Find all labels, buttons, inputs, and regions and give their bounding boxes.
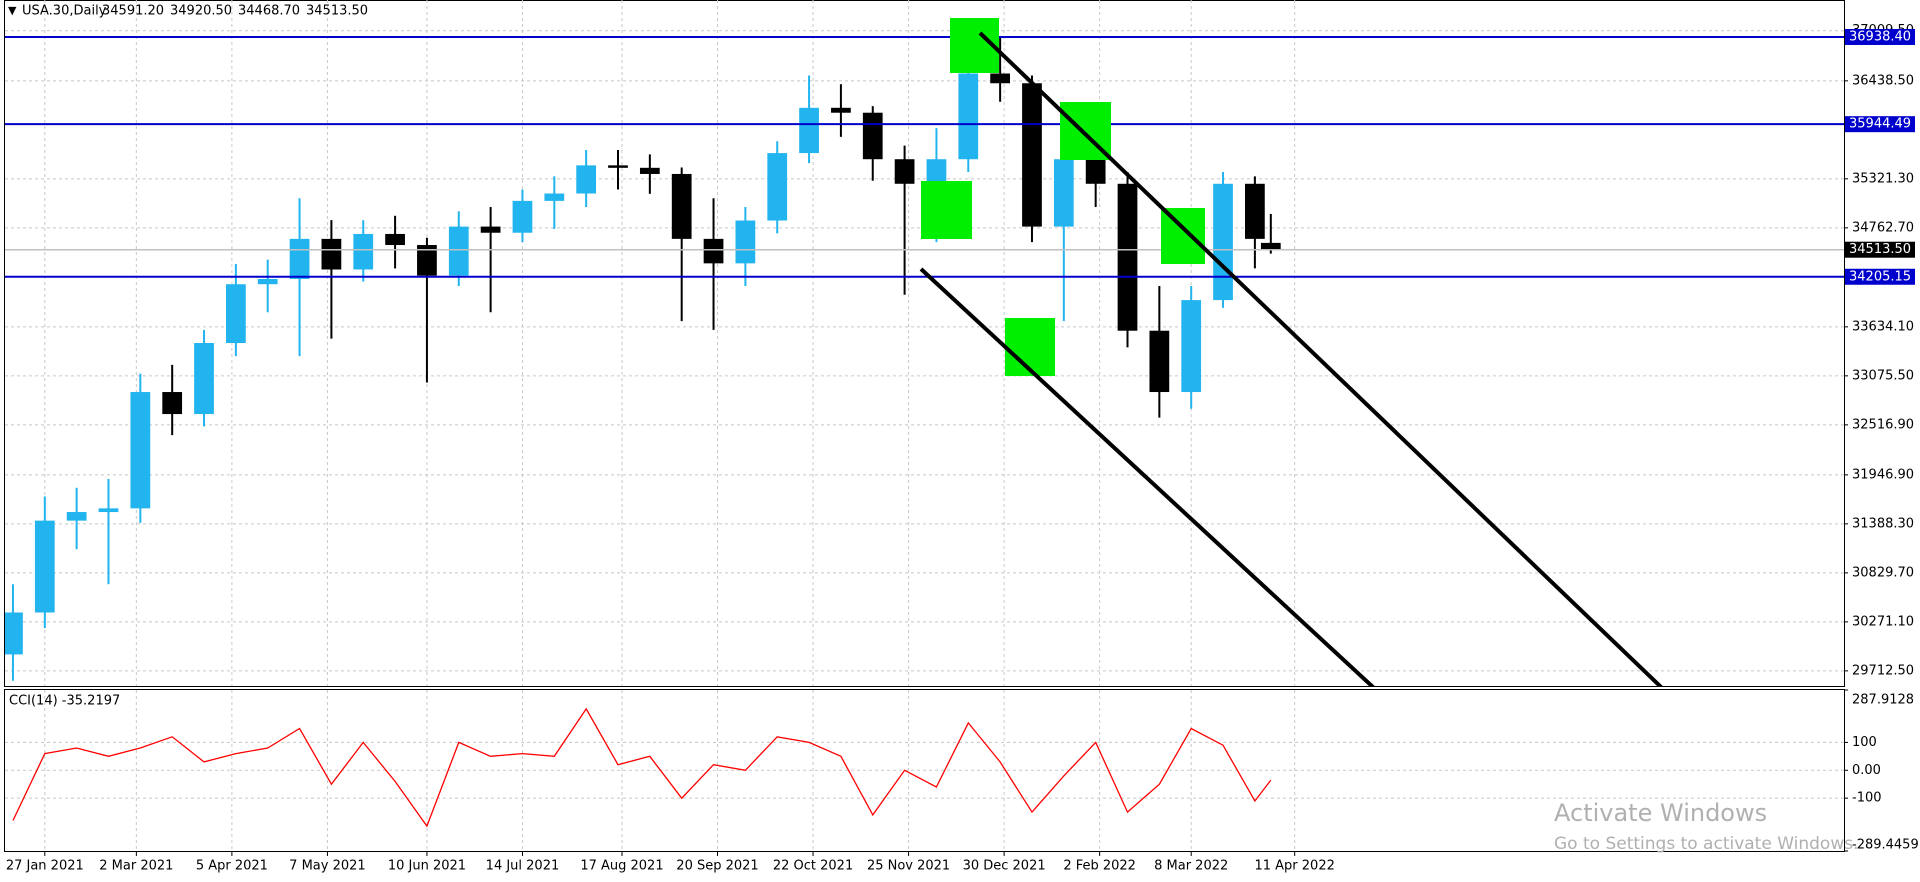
x-tick-label: 11 Apr 2022	[1254, 859, 1334, 874]
candle-body	[767, 153, 788, 221]
candle-body	[257, 278, 278, 285]
candle-body	[162, 392, 183, 415]
x-tick-label: 2 Mar 2021	[99, 859, 173, 874]
candle-body	[321, 238, 342, 270]
candle-body	[1053, 159, 1074, 227]
candle-body	[1117, 183, 1138, 331]
y-tick-label: 36438.50	[1852, 73, 1914, 88]
level-tag	[1845, 116, 1915, 133]
main-panel-frame	[4, 0, 1845, 687]
drawings	[919, 18, 1663, 686]
candle-body	[385, 233, 405, 246]
current-price-label: 34513.50	[1849, 242, 1911, 257]
y-tick-label: 100	[1852, 735, 1877, 750]
x-tick-label: 14 Jul 2021	[486, 859, 560, 874]
header-value: 34513.50	[306, 4, 368, 19]
y-tick-label: 287.9128	[1852, 693, 1914, 708]
candle-body	[671, 173, 692, 239]
chart-title: USA.30,Daily	[22, 4, 107, 19]
candle-body	[66, 512, 87, 521]
y-tick-label: 32516.90	[1852, 417, 1914, 432]
y-tick-label: 35321.30	[1852, 171, 1914, 186]
current-price-tag	[1845, 241, 1915, 258]
candle-body	[417, 245, 437, 276]
candle-body	[130, 392, 151, 509]
level-label: 34205.15	[1849, 269, 1911, 284]
candle-body	[576, 165, 597, 194]
y-tick-label: 0.00	[1852, 763, 1881, 778]
trend-line	[919, 267, 1375, 686]
x-tick-label: 5 Apr 2021	[196, 859, 268, 874]
y-tick-label: 30271.10	[1852, 614, 1914, 629]
y-tick-label: -100	[1852, 791, 1882, 806]
candle-body	[862, 112, 883, 160]
header-value: 34920.50	[170, 4, 232, 19]
y-tick-label: 30829.70	[1852, 565, 1914, 580]
candle-body	[5, 612, 23, 655]
highlight-box	[1005, 318, 1055, 376]
header-value: 34468.70	[238, 4, 300, 19]
candle-body	[926, 159, 947, 184]
y-tick-label: -289.4459	[1852, 838, 1919, 853]
candle-body	[353, 233, 374, 270]
candle-body	[194, 343, 214, 415]
x-tick-label: 8 Mar 2022	[1154, 859, 1228, 874]
y-tick-label: 31388.30	[1852, 516, 1914, 531]
level-label: 36938.40	[1849, 29, 1911, 44]
header-value: 34591.20	[102, 4, 164, 19]
candle-body	[480, 226, 501, 233]
level-tag	[1845, 28, 1915, 45]
candle-body	[1245, 183, 1265, 239]
candle-body	[703, 238, 724, 264]
x-tick-label: 17 Aug 2021	[580, 859, 663, 874]
candle-body	[1149, 330, 1170, 393]
x-tick-label: 22 Oct 2021	[773, 859, 853, 874]
y-tick-label: 31946.90	[1852, 467, 1914, 482]
candle-body	[1085, 159, 1106, 184]
candle-body	[98, 508, 119, 513]
candle-body	[1260, 242, 1281, 250]
candle-body	[608, 165, 628, 168]
candle-body	[735, 220, 756, 264]
x-tick-label: 25 Nov 2021	[867, 859, 950, 874]
candle-body	[225, 284, 246, 343]
watermark-title: Activate Windows	[1554, 799, 1767, 827]
candle-body	[958, 73, 979, 160]
highlight-box	[1161, 208, 1205, 264]
candle-body	[34, 520, 55, 613]
menu-arrow[interactable]: ▼	[8, 4, 17, 17]
x-tick-label: 27 Jan 2021	[6, 859, 84, 874]
x-tick-label: 30 Dec 2021	[963, 859, 1046, 874]
x-tick-label: 20 Sep 2021	[676, 859, 758, 874]
candle-body	[448, 226, 469, 276]
candle-body	[289, 238, 310, 279]
y-tick-label: 29712.50	[1852, 663, 1914, 678]
x-tick-label: 2 Feb 2022	[1063, 859, 1136, 874]
y-tick-label: 34762.70	[1852, 220, 1914, 235]
candle-body	[512, 200, 533, 233]
candle-body	[1022, 83, 1042, 227]
indicator-label: CCI(14) -35.2197	[9, 694, 120, 709]
watermark-subtitle: Go to Settings to activate Windows.	[1554, 834, 1859, 854]
y-tick-label: 33634.10	[1852, 319, 1914, 334]
candle-body	[831, 107, 851, 113]
y-tick-label: 33075.50	[1852, 368, 1914, 383]
candle-body	[639, 167, 660, 174]
highlight-box	[921, 181, 972, 239]
trend-line	[978, 31, 1663, 686]
candle-body	[990, 73, 1011, 84]
indicator-line	[12, 707, 1272, 828]
x-tick-label: 7 May 2021	[289, 859, 366, 874]
candle-body	[1181, 300, 1202, 393]
x-tick-label: 10 Jun 2021	[388, 859, 466, 874]
level-tag	[1845, 268, 1915, 285]
candle-body	[544, 193, 565, 201]
candle-body	[799, 107, 819, 154]
candle-body	[1213, 183, 1233, 301]
level-label: 35944.49	[1849, 117, 1911, 132]
candle-body	[894, 159, 915, 184]
